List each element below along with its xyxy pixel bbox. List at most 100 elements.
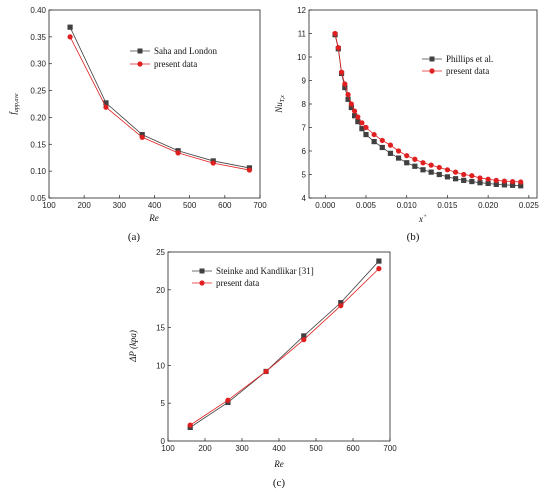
data-point-square	[493, 181, 499, 187]
data-point-circle	[67, 34, 73, 40]
plot-frame	[48, 9, 261, 199]
y-tick-label: 0.40	[30, 6, 46, 15]
y-tick-label: 5	[302, 171, 307, 180]
data-point-circle	[338, 69, 345, 75]
y-tick-label: 0.25	[30, 87, 46, 96]
data-point-circle	[363, 124, 369, 131]
data-point-circle	[485, 176, 491, 182]
plot-frame	[167, 251, 391, 442]
data-point-circle	[395, 148, 402, 154]
x-axis-label-b: x+	[418, 214, 427, 224]
data-point-square	[371, 139, 377, 145]
y-tick-label: 5	[161, 399, 166, 408]
series-a	[67, 24, 253, 173]
data-point-square	[301, 333, 307, 339]
legend-label-present: present data	[154, 59, 197, 69]
x-tick-label: 500	[183, 201, 197, 210]
y-axis-label-b-sub: T,x	[280, 95, 286, 102]
y-tick-label: 0.10	[30, 167, 46, 176]
legend-a: Saha and London present data	[130, 46, 217, 69]
x-tick-label: 0.020	[478, 201, 499, 210]
legend-marker-steinke	[199, 268, 205, 274]
x-tick-label: 0.010	[397, 201, 418, 210]
data-point-circle	[469, 173, 475, 179]
y-axis-label-c: ΔP (kpa)	[128, 330, 138, 363]
data-point-circle	[420, 160, 426, 166]
data-point-square	[395, 155, 402, 161]
data-point-circle	[452, 169, 459, 175]
x-tick-label: 600	[346, 444, 360, 453]
legend-marker-present	[137, 61, 143, 67]
y-axis-label-a: fapp,ave	[8, 93, 20, 115]
y-tick-label: 4	[302, 194, 307, 203]
data-point-circle	[175, 150, 181, 156]
y-tick-label: 12	[297, 6, 306, 15]
data-point-square	[139, 132, 145, 138]
data-point-square	[518, 183, 524, 189]
data-point-square	[338, 300, 344, 306]
data-point-square	[103, 100, 109, 106]
data-point-square	[379, 144, 385, 151]
panel-b-chart: 0.000 0.005 0.010 0.015 0.020 0.025 4 5 6 7 8 9 10 11…	[274, 6, 539, 243]
data-point-circle	[376, 266, 382, 272]
x-axis-label-a: Re	[148, 213, 159, 223]
x-tick-label: 500	[309, 444, 323, 453]
data-point-circle	[263, 368, 269, 375]
y-tick-label: 0.20	[30, 113, 46, 122]
data-point-square	[352, 113, 358, 119]
data-point-circle	[404, 153, 410, 159]
y-tick-label: 11	[298, 30, 307, 39]
y-tick-label: 0	[161, 437, 166, 446]
data-point-square	[452, 176, 459, 182]
data-point-square	[469, 178, 475, 185]
x-axis-label-b-sup: +	[423, 214, 427, 220]
series-line-reference	[189, 260, 380, 428]
data-point-square	[355, 119, 361, 125]
data-point-square	[501, 182, 508, 188]
panel-c-chart: 100 200 300 400 500 600 700 0 5 10 15 20 25 Steinke …	[128, 248, 397, 489]
data-point-circle	[436, 164, 442, 171]
legend-label-saha: Saha and London	[154, 46, 217, 56]
data-point-square	[348, 104, 354, 111]
x-tick-label: 600	[218, 201, 232, 210]
y-tick-label: 7	[302, 124, 307, 133]
data-point-circle	[348, 101, 354, 107]
data-point-circle	[518, 179, 524, 185]
data-point-circle	[493, 177, 499, 183]
ticks-a: 100 200 300 400 500 600 700 0.05 0.10 0.15 0.20 0.2…	[30, 6, 267, 210]
data-point-circle	[246, 167, 253, 173]
x-tick-label: 0.000	[315, 201, 336, 210]
y-axis-label-b-main: Nu	[274, 102, 284, 114]
data-point-square	[363, 131, 369, 138]
data-point-circle	[139, 134, 145, 140]
legend-marker-saha	[137, 48, 143, 54]
series-line-present	[189, 268, 380, 426]
x-tick-label: 700	[253, 201, 267, 210]
data-point-square	[509, 182, 516, 188]
x-tick-label: 0.015	[437, 201, 458, 210]
legend-label-steinke: Steinke and Kandlikar [31]	[216, 266, 314, 276]
data-point-circle	[210, 160, 216, 166]
series-c	[187, 258, 382, 430]
data-point-square	[485, 180, 491, 187]
ticks-c: 100 200 300 400 500 600 700 0 5 10 15 20 25	[156, 248, 397, 453]
data-point-circle	[379, 137, 385, 144]
data-point-square	[444, 174, 451, 180]
legend-c: Steinke and Kandlikar [31] present data	[192, 266, 314, 288]
legend-marker-phillips	[429, 56, 435, 62]
y-tick-label: 25	[156, 248, 165, 257]
data-point-square	[404, 160, 410, 166]
x-axis-label-c: Re	[273, 459, 284, 469]
data-point-square	[387, 150, 394, 156]
data-point-circle	[501, 178, 508, 184]
legend-label-present-b: present data	[446, 66, 489, 76]
x-tick-label: 200	[198, 444, 212, 453]
data-point-circle	[187, 422, 193, 428]
y-tick-label: 0.15	[30, 140, 46, 149]
data-point-square	[477, 180, 483, 186]
y-tick-label: 9	[302, 77, 307, 86]
data-point-circle	[371, 131, 377, 138]
x-tick-label: 100	[42, 201, 56, 210]
panel-a-chart: 100 200 300 400 500 600 700 0.05 0.10 0.15 0.20 0.2…	[8, 6, 267, 243]
